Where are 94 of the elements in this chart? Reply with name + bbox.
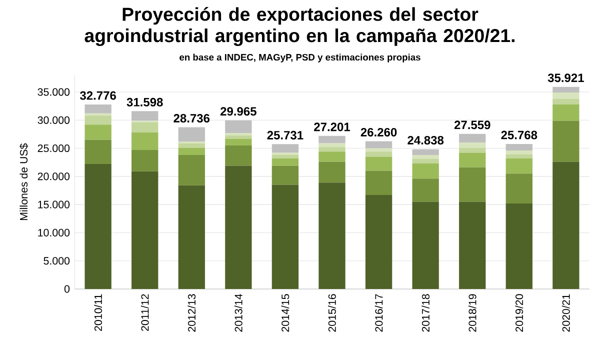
bar [506, 144, 532, 151]
total-label: 25.731 [267, 130, 304, 140]
bar [178, 185, 205, 289]
bar [412, 202, 439, 289]
bar [178, 143, 205, 148]
x-tick-label: 2017/18 [422, 294, 430, 332]
bar [225, 145, 252, 166]
bar [84, 140, 112, 164]
bar [459, 134, 486, 143]
bar [272, 166, 299, 185]
bar [506, 174, 532, 204]
bar [318, 147, 346, 152]
bar [506, 154, 532, 158]
y-tick-label: 5.000 [44, 257, 70, 265]
bar [459, 167, 486, 202]
bar [84, 116, 112, 125]
total-label: 27.201 [314, 122, 350, 132]
bar [552, 98, 580, 104]
bar [318, 152, 346, 162]
x-tick-label: 2015/16 [328, 294, 336, 332]
total-label: 26.260 [360, 128, 397, 136]
bar [365, 156, 392, 171]
total-label: 32.776 [80, 91, 116, 100]
bar [272, 184, 299, 289]
bar [225, 135, 252, 139]
bar [365, 195, 392, 289]
bar [412, 163, 439, 179]
total-label: 24.838 [408, 136, 444, 144]
bar [506, 158, 532, 174]
y-tick-label: 20.000 [38, 172, 70, 180]
y-tick-label: 10.000 [38, 228, 70, 236]
x-tick-label: 2013/14 [234, 294, 242, 332]
bar [318, 143, 346, 148]
bar [412, 178, 439, 202]
bar [132, 132, 158, 150]
bar [84, 113, 112, 116]
bar [552, 92, 580, 99]
y-tick-label: 15.000 [38, 200, 70, 208]
bar [412, 149, 439, 156]
bar [506, 203, 532, 289]
y-tick-label: 0 [64, 285, 70, 293]
total-label: 28.736 [174, 114, 210, 123]
total-label: 31.598 [126, 98, 163, 106]
bar [132, 111, 158, 121]
y-tick-label: 30.000 [38, 116, 70, 124]
bar [552, 86, 580, 93]
bar [178, 127, 205, 142]
bar [84, 104, 112, 114]
x-tick-label: 2010/11 [94, 294, 102, 331]
bar [318, 162, 346, 183]
bar [552, 162, 580, 289]
y-axis-title: Millones de US$ [20, 143, 28, 220]
x-tick-label: 2014/15 [281, 294, 290, 332]
y-tick-label: 35.000 [38, 88, 70, 96]
bar [132, 122, 158, 133]
bar [365, 152, 392, 157]
bar [412, 155, 439, 159]
y-tick-label: 25.000 [38, 144, 70, 152]
chart-subtitle: en base a INDEC, MAGyP, PSD y estimaciones propias [180, 54, 420, 62]
x-tick-label: 2011/12 [140, 294, 149, 331]
total-label: 25.768 [501, 130, 538, 140]
bar [84, 164, 112, 289]
bar [225, 166, 252, 289]
x-tick-label: 2016/17 [374, 294, 383, 332]
bar [178, 155, 205, 186]
bar [506, 150, 532, 154]
bar [365, 170, 392, 195]
bar [84, 124, 112, 140]
bar [178, 148, 205, 156]
bar [459, 152, 486, 168]
bar [412, 158, 439, 164]
bar [318, 136, 346, 144]
bar [318, 182, 346, 289]
bar [132, 171, 158, 289]
bar [459, 148, 486, 153]
bar [459, 202, 486, 289]
bar [272, 158, 299, 166]
total-label: 27.559 [454, 120, 490, 130]
chart-title: Proyección de exportaciones del sector agroindustrial argentino en la campaña 2020/21. [84, 7, 514, 46]
bar [272, 144, 299, 153]
x-tick-label: 2018/19 [468, 294, 476, 332]
x-tick-label: 2012/13 [188, 294, 196, 332]
total-label: 35.921 [548, 74, 584, 82]
bar [132, 150, 158, 172]
bar [552, 104, 580, 121]
total-label: 29.965 [220, 107, 256, 116]
x-tick-label: 2020/21 [562, 294, 570, 332]
bar [225, 138, 252, 146]
bar [272, 155, 299, 158]
bar [365, 141, 392, 148]
bar [225, 120, 252, 134]
bar [459, 142, 486, 148]
x-tick-label: 2019/20 [515, 294, 524, 332]
bar [552, 120, 580, 162]
